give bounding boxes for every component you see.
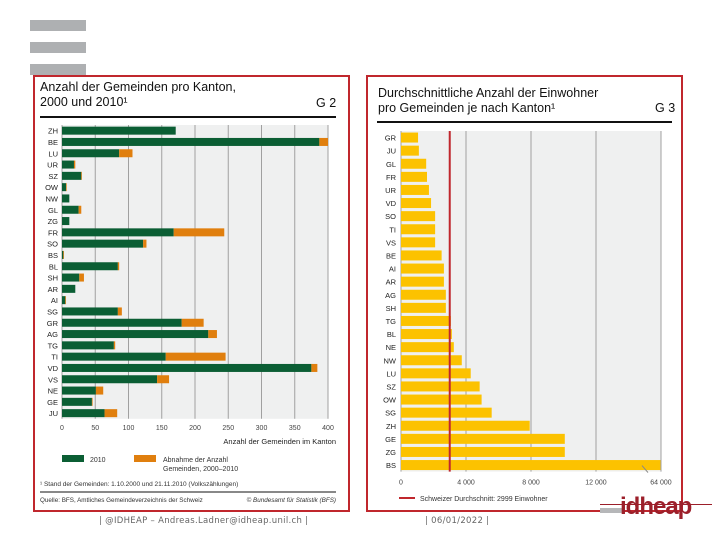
menu-icon-bar-2: [30, 42, 86, 53]
chart-title-g3: Durchschnittliche Anzahl der Einwohner p…: [378, 86, 599, 115]
idheap-logo: idheap: [620, 493, 692, 520]
menu-icon-bar-3: [30, 64, 86, 75]
title-rule-g2: [40, 116, 336, 118]
footer-date: | 06/01/2022 |: [425, 516, 490, 526]
figure-label-g2: G 2: [316, 96, 337, 110]
chart-title-g2: Anzahl der Gemeinden pro Kanton, 2000 un…: [40, 80, 236, 109]
title-rule-g3: [377, 121, 672, 123]
chart-panel-g3: [366, 75, 683, 512]
chart-panel-g2: [33, 75, 350, 512]
footer-contact: | @IDHEAP – Andreas.Ladner@idheap.unil.c…: [99, 516, 309, 526]
figure-label-g3: G 3: [655, 101, 676, 115]
logo-grey-bar: [600, 508, 622, 513]
footer-line: [600, 504, 712, 505]
menu-icon-bar-1: [30, 20, 86, 31]
